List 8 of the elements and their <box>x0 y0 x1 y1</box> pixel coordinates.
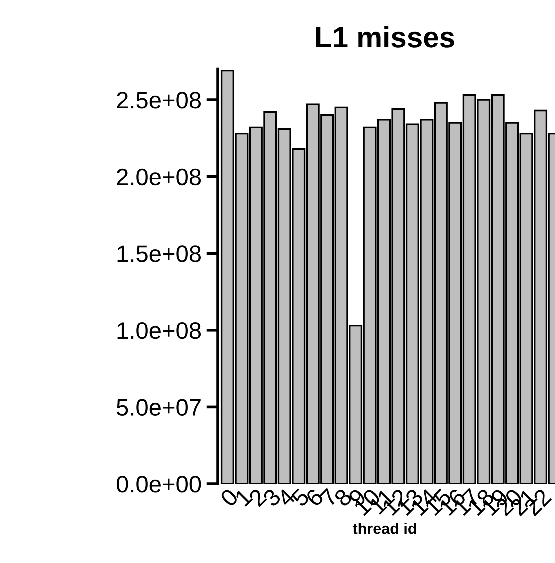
y-tick-label: 5.0e+07 <box>116 399 201 416</box>
y-tick-label: 1.0e+08 <box>118 322 202 340</box>
y-tick-label: 2.5e+08 <box>117 92 202 109</box>
y-tick-label: 1.5e+08 <box>118 246 202 262</box>
y-tick-label: 2.0e+08 <box>117 168 202 186</box>
y-tick-label: 0.0e+00 <box>116 476 202 493</box>
x-axis-title: thread id <box>352 523 416 534</box>
chart-title: L1 misses <box>316 26 454 48</box>
